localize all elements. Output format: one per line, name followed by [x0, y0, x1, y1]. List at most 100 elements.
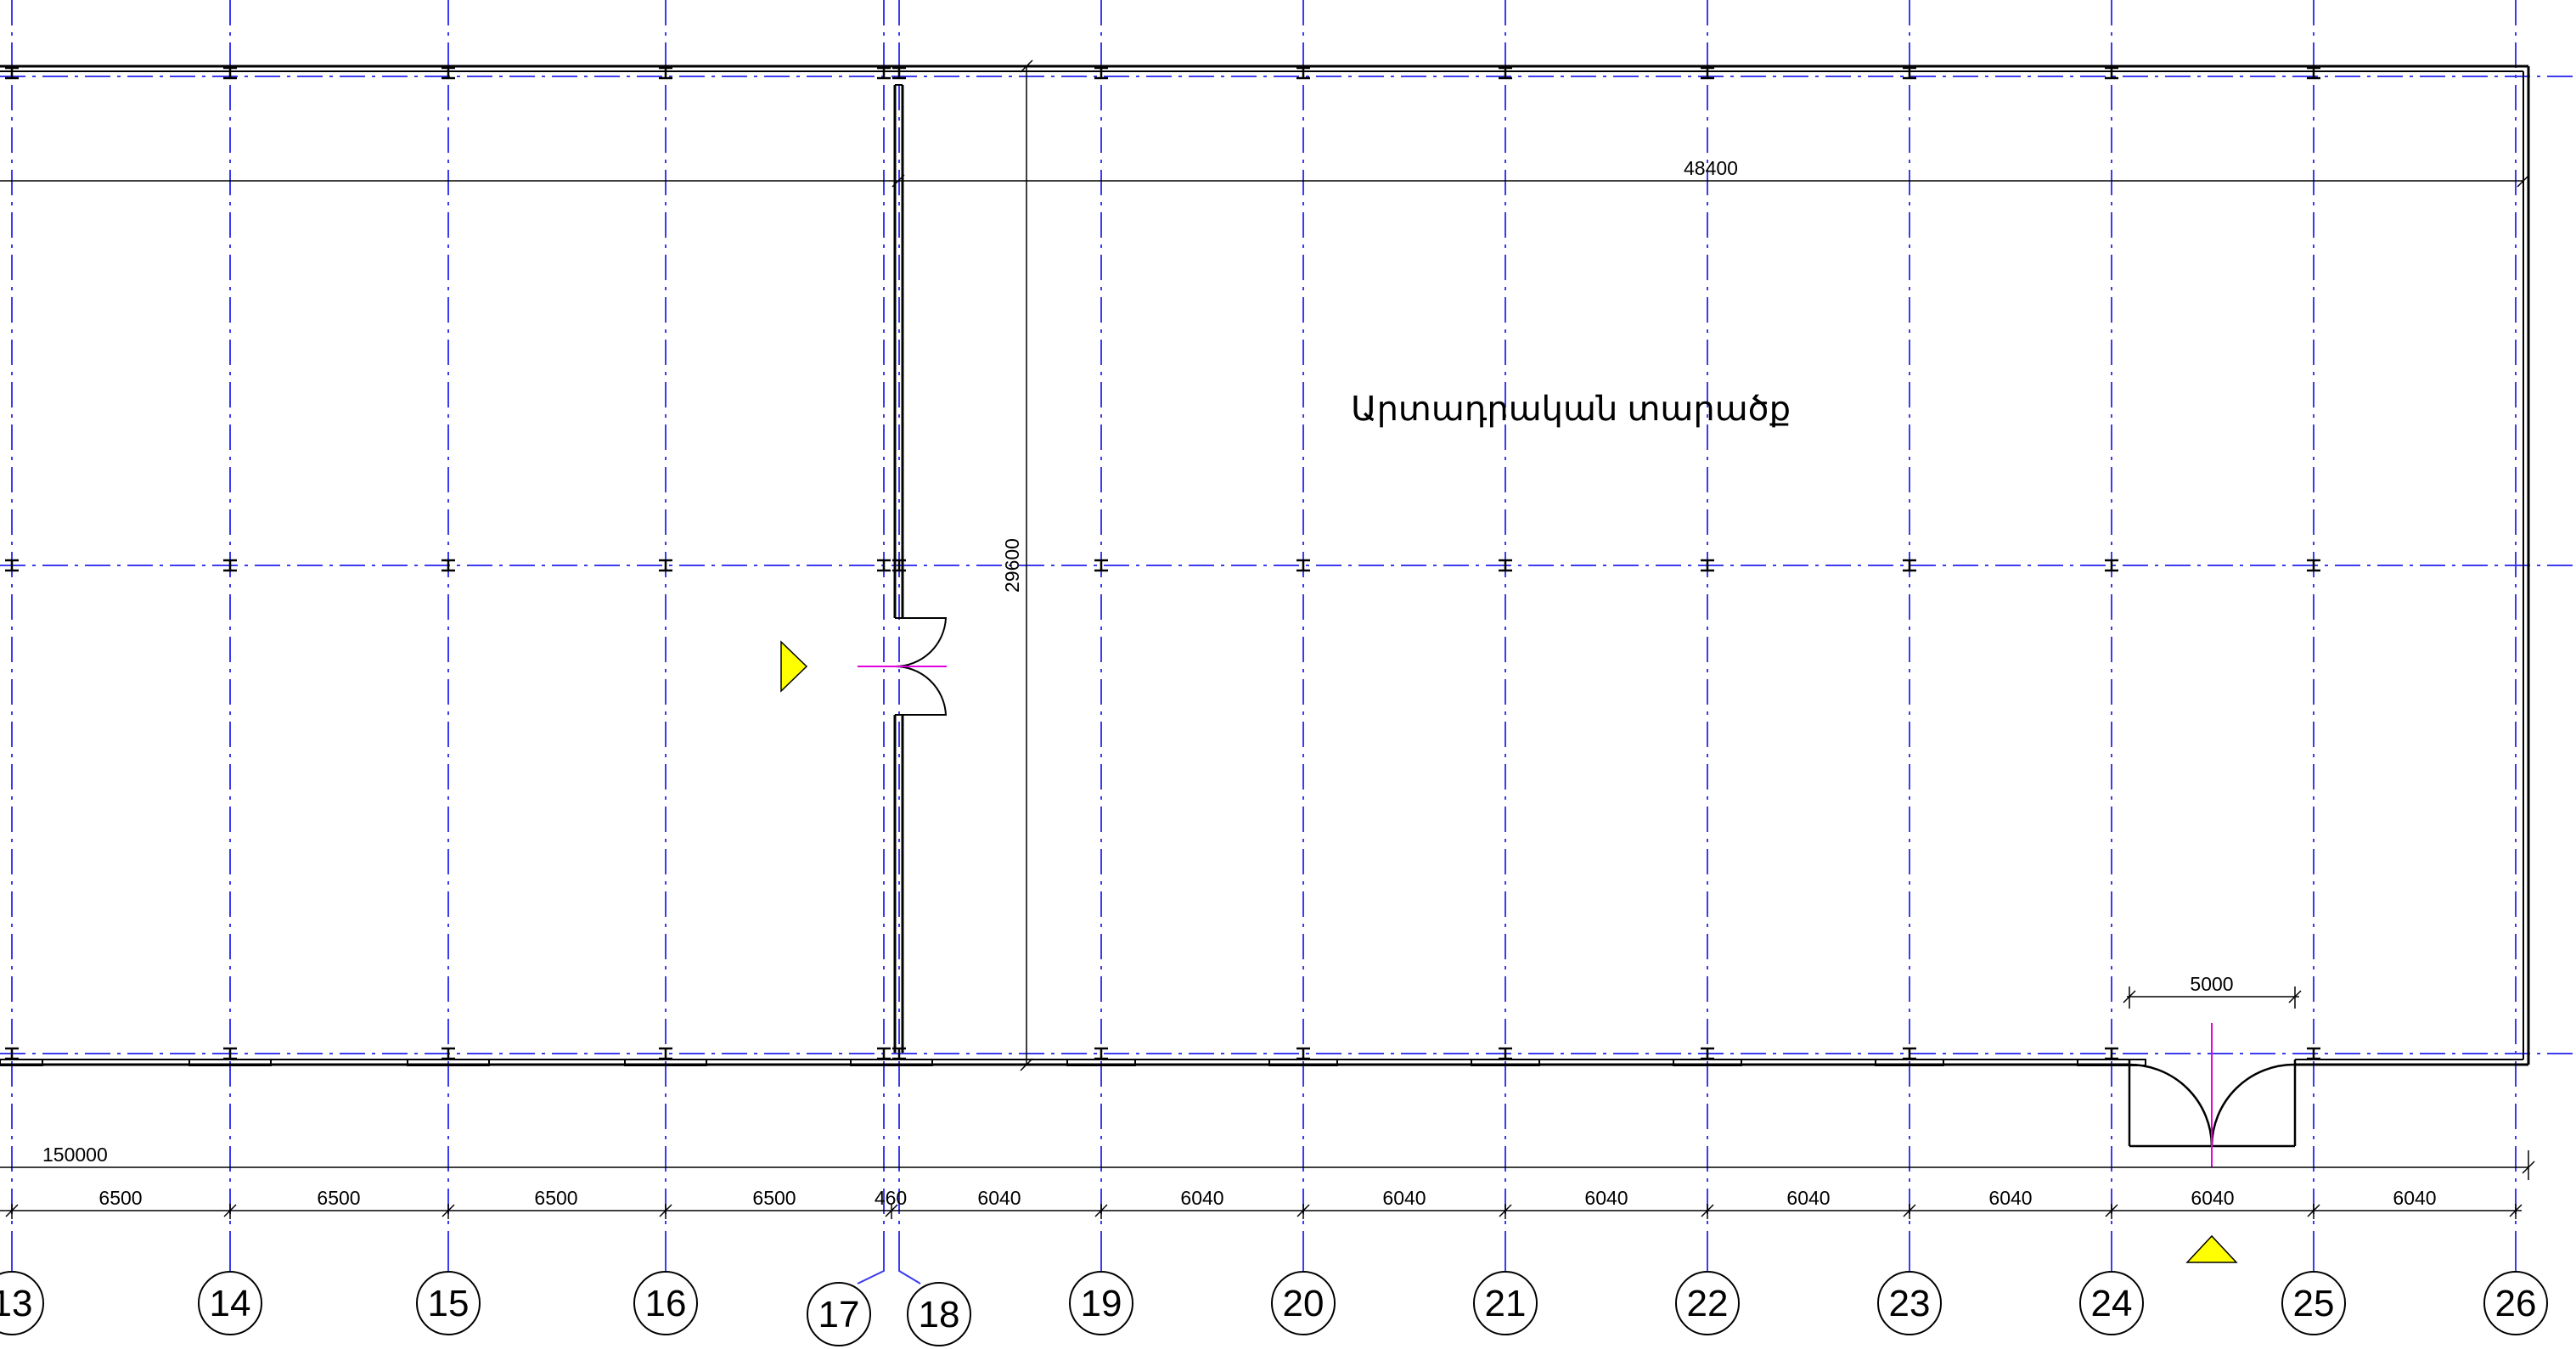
column-marker — [1903, 559, 1916, 572]
dim-label-48400: 48400 — [1684, 157, 1738, 179]
span-dimension-label: 6040 — [1584, 1187, 1628, 1209]
axis-bubble-13: 13 — [0, 1256, 44, 1335]
axis-bubble-label: 22 — [1687, 1283, 1729, 1324]
axis-bubble-26: 26 — [2483, 1256, 2548, 1335]
column-marker — [5, 66, 19, 80]
column-marker — [892, 66, 906, 80]
span-dimension-label: 460 — [875, 1187, 907, 1209]
span-dimension-label: 6040 — [1180, 1187, 1223, 1209]
column-marker — [223, 66, 237, 80]
span-dimension-label: 6500 — [534, 1187, 577, 1209]
dim-tick-48400-left — [891, 174, 905, 188]
span-dimension-ticks — [5, 1204, 2523, 1219]
wall-plate — [188, 1059, 272, 1066]
dim-tick-5000-left — [2123, 990, 2136, 1003]
axis-bubble-label: 20 — [1283, 1283, 1325, 1324]
wall-plate — [1066, 1059, 1136, 1066]
axis-bubble-label: 18 — [919, 1294, 960, 1335]
column-marker — [1499, 559, 1512, 572]
dim-tick-29600-top — [1020, 59, 1033, 73]
column-marker — [2105, 559, 2118, 572]
axis-bubble-label: 25 — [2293, 1283, 2335, 1324]
span-dimension-label: 6500 — [98, 1187, 142, 1209]
column-marker — [1499, 66, 1512, 80]
axis-bubble-25: 25 — [2281, 1256, 2346, 1335]
wall-plate — [624, 1059, 707, 1066]
grid-axis-bubbles: 13 14 15 16 17 18 19 20 21 22 23 24 25 26 — [0, 1256, 2548, 1346]
column-marker — [1903, 66, 1916, 80]
column-marker — [877, 559, 891, 572]
dim-tick-29600-bottom — [1020, 1058, 1033, 1071]
wall-plate — [0, 1059, 43, 1066]
axis-bubble-label: 19 — [1081, 1283, 1122, 1324]
axis-bubble-20: 20 — [1271, 1256, 1336, 1335]
entrance-markers — [780, 640, 2238, 1263]
axis-bubble-label: 24 — [2091, 1283, 2133, 1324]
dim-label-5000: 5000 — [2190, 973, 2233, 995]
axis-bubble-22: 22 — [1675, 1256, 1740, 1335]
dim-label-150000: 150000 — [42, 1144, 108, 1166]
wall-plate — [407, 1059, 490, 1066]
gate-leaf-left — [2129, 1063, 2213, 1148]
column-marker — [1296, 559, 1310, 572]
wall-plate — [2077, 1059, 2146, 1066]
axis-bubble-label: 16 — [645, 1283, 687, 1324]
axis-bubble-17: 17 — [807, 1256, 885, 1346]
room-label: Արտադրական տարածք — [1351, 391, 1791, 428]
column-marker — [5, 559, 19, 572]
door-leaf-lower — [894, 665, 948, 716]
column-marker — [442, 559, 455, 572]
partition-door — [858, 617, 948, 716]
wall-plate — [1268, 1059, 1338, 1066]
column-marker — [1701, 559, 1714, 572]
wall-plate — [1471, 1059, 1540, 1066]
walls — [0, 65, 2530, 1066]
entrance-marker-south — [2185, 1234, 2238, 1263]
axis-bubble-21: 21 — [1473, 1256, 1538, 1335]
span-dimension-label: 6500 — [752, 1187, 796, 1209]
axis-bubble-label: 23 — [1889, 1283, 1931, 1324]
span-dimension-label: 6040 — [2393, 1187, 2436, 1209]
dimension-labels: 48400 29600 5000 150000 — [42, 157, 2234, 1166]
span-dimension-labels: 6500 6500 6500 6500 460 6040 6040 6040 6040 6040 6… — [98, 1187, 2436, 1209]
column-marker — [892, 559, 906, 572]
column-marker — [2307, 1047, 2320, 1060]
axis-bubble-label: 13 — [0, 1283, 32, 1324]
axis-bubble-19: 19 — [1069, 1256, 1133, 1335]
span-dimension-label: 6500 — [317, 1187, 360, 1209]
axis-bubble-label: 15 — [428, 1283, 470, 1324]
axis-bubble-label: 17 — [818, 1294, 860, 1335]
wall-plate — [1875, 1059, 1944, 1066]
column-marker — [442, 66, 455, 80]
axis-bubble-label: 14 — [210, 1283, 251, 1324]
vertical-grid-lines — [11, 0, 2517, 1256]
axis-bubble-23: 23 — [1877, 1256, 1942, 1335]
wall-plates — [0, 1059, 2146, 1066]
column-marker — [2307, 66, 2320, 80]
axis-bubble-15: 15 — [416, 1256, 481, 1335]
column-marker — [1094, 559, 1108, 572]
span-dimension-label: 6040 — [1786, 1187, 1830, 1209]
axis-bubble-label: 26 — [2495, 1283, 2537, 1324]
column-marker — [2105, 66, 2118, 80]
span-dimension-label: 6040 — [977, 1187, 1021, 1209]
wall-plate — [1673, 1059, 1742, 1066]
axis-bubble-24: 24 — [2079, 1256, 2144, 1335]
axis-bubble-16: 16 — [633, 1256, 698, 1335]
dim-label-29600: 29600 — [1001, 538, 1023, 593]
column-marker — [659, 66, 672, 80]
column-marker — [2307, 559, 2320, 572]
gate-doors — [2128, 1023, 2297, 1167]
span-dimension-label: 6040 — [1382, 1187, 1426, 1209]
axis-bubble-18: 18 — [898, 1256, 971, 1346]
entrance-marker-west — [780, 640, 808, 693]
gate-leaf-right — [2210, 1063, 2296, 1148]
axis-bubble-14: 14 — [198, 1256, 262, 1335]
wall-plate — [850, 1059, 933, 1066]
axis-bubble-label: 21 — [1485, 1283, 1527, 1324]
dimension-lines — [0, 59, 2535, 1211]
column-marker — [223, 559, 237, 572]
door-leaf-upper — [894, 617, 948, 668]
span-dimension-label: 6040 — [2191, 1187, 2234, 1209]
